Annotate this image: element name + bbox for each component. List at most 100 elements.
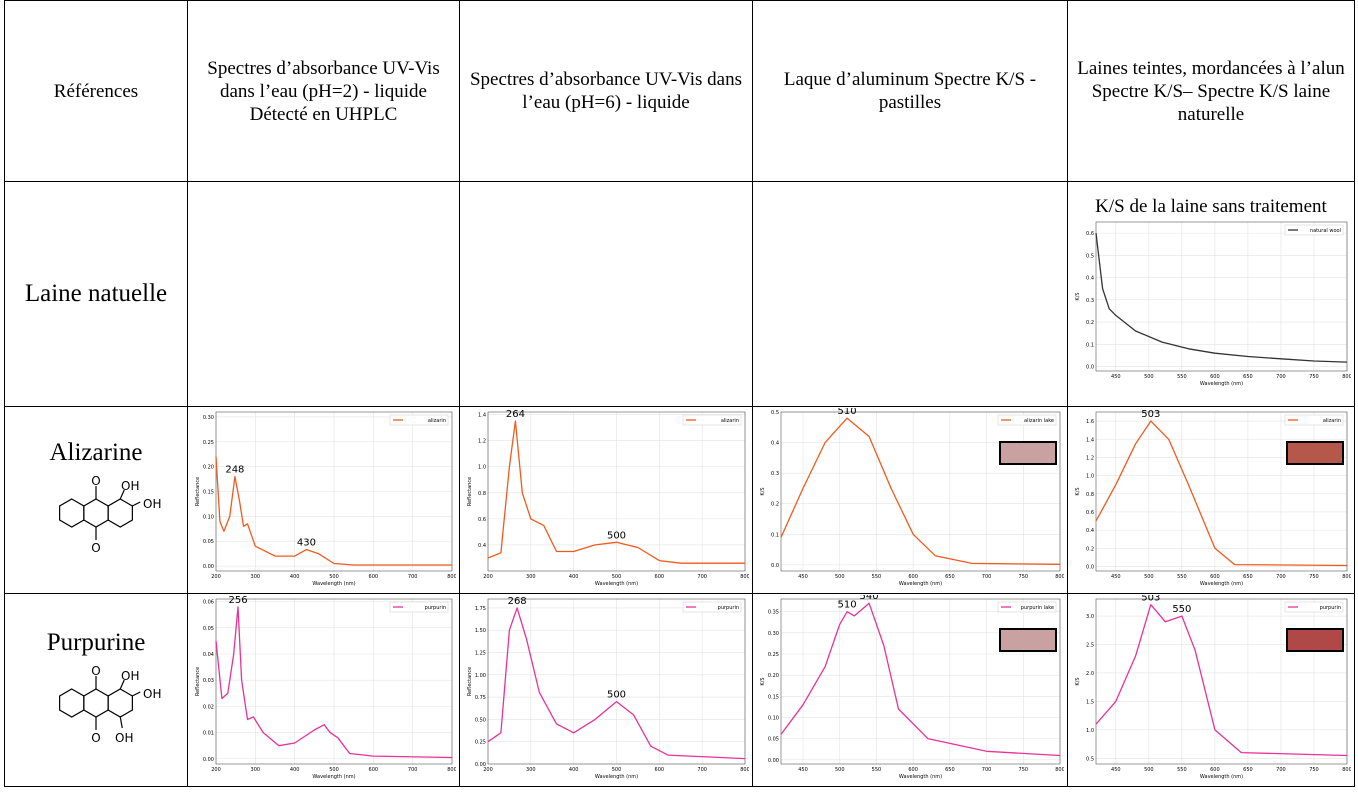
- x-tick-label: 750: [1018, 767, 1028, 773]
- row-label: Laine natuelle: [24, 280, 168, 307]
- x-tick-label: 650: [1243, 767, 1253, 773]
- y-tick-label: 1.6: [1086, 419, 1094, 425]
- x-tick-label: 600: [654, 767, 664, 773]
- spectrum-chart: 0.00 0.01 0.02 0.03 0.04 0.05 0.06 200 300 400 500…: [195, 594, 457, 779]
- y-tick-label: 0.30: [767, 630, 778, 636]
- x-tick-label: 500: [1144, 574, 1154, 580]
- cell: [187, 181, 460, 407]
- x-tick-label: 600: [908, 574, 918, 580]
- ring: [107, 687, 133, 718]
- plot-frame: [780, 598, 1060, 764]
- y-tick-label: 0.3: [1086, 298, 1094, 304]
- header-cell: Laque d’aluminum Spectre K/S - pastilles: [752, 0, 1068, 182]
- y-tick-label: 1.2: [478, 438, 486, 444]
- spectrum-chart: 0.0 0.2 0.4 0.6 0.8 1.0 1.2 1.4 1.6 450 500 550 600 6…: [1075, 409, 1352, 587]
- y-tick-label: 0.4: [771, 440, 779, 446]
- x-tick-label: 600: [368, 767, 378, 773]
- y-tick-label: 2.5: [1086, 642, 1094, 648]
- x-tick-label: 800: [447, 767, 456, 773]
- x-tick-label: 800: [1342, 767, 1351, 773]
- plot-frame: [780, 411, 1060, 571]
- y-tick-label: 0.25: [474, 739, 485, 745]
- atom-label: O: [91, 541, 100, 555]
- x-tick-label: 550: [1177, 767, 1187, 773]
- y-axis-label: K/S: [760, 487, 766, 495]
- legend-label: purpurin lake: [1020, 605, 1053, 611]
- legend: purpurin lake: [997, 601, 1056, 612]
- y-tick-label: 0.0: [1086, 564, 1094, 570]
- y-axis-label: K/S: [1075, 487, 1081, 495]
- ring: [59, 497, 85, 528]
- y-tick-label: 1.0: [478, 464, 486, 470]
- y-tick-label: 0.2: [1086, 320, 1094, 326]
- legend-box: [389, 601, 448, 612]
- legend-label: purpurin: [1319, 605, 1340, 611]
- spectrum-line: [1095, 603, 1347, 756]
- y-tick-label: 0.05: [202, 539, 213, 545]
- y-tick-label: 0.50: [474, 717, 485, 723]
- y-tick-label: 0.06: [202, 599, 213, 605]
- y-tick-label: 0.10: [767, 715, 778, 721]
- peak-label: 540: [859, 595, 878, 602]
- y-tick-label: 0.25: [767, 652, 778, 658]
- peak-label: 503: [1141, 409, 1160, 420]
- legend: alizarin lake: [997, 414, 1056, 425]
- y-tick-label: 0.00: [202, 564, 213, 570]
- atom-label: OH: [115, 731, 133, 745]
- legend-box: [1284, 601, 1343, 612]
- y-tick-label: 0.8: [1086, 491, 1094, 497]
- spectrum-chart: 0.00 0.05 0.10 0.15 0.20 0.25 0.30 200 300 400 500…: [195, 411, 456, 587]
- x-tick-label: 600: [1210, 767, 1220, 773]
- legend-box: [997, 601, 1056, 612]
- atom-label: OH: [121, 479, 139, 493]
- x-tick-label: 300: [250, 574, 260, 580]
- x-tick-label: 600: [1210, 574, 1220, 580]
- x-tick-label: 300: [526, 767, 536, 773]
- legend-label: purpurin: [424, 605, 445, 611]
- spectrum-chart: 0.0 0.1 0.2 0.3 0.4 0.5 0.6 450 500 550 600 650 700 7…: [1075, 221, 1351, 387]
- atom-label: O: [91, 664, 100, 678]
- legend-label: purpurin: [717, 605, 738, 611]
- x-axis-label: Wavelength (nm): [1199, 774, 1242, 780]
- peak-label: 510: [837, 408, 856, 417]
- peak-label: 500: [606, 689, 625, 700]
- x-tick-label: 200: [211, 767, 221, 773]
- y-tick-label: 0.15: [767, 694, 778, 700]
- plot-frame: [1095, 411, 1347, 571]
- x-tick-label: 550: [1177, 574, 1187, 580]
- y-tick-label: 1.4: [1086, 437, 1094, 443]
- x-tick-label: 450: [1111, 374, 1121, 380]
- y-tick-label: 0.04: [202, 652, 213, 658]
- y-tick-label: 1.0: [1086, 473, 1094, 479]
- bond: [119, 716, 123, 728]
- legend-label: natural wool: [1309, 228, 1340, 234]
- x-tick-label: 500: [1144, 767, 1154, 773]
- y-axis-label: Reflectance: [467, 476, 473, 505]
- legend-box: [1284, 414, 1343, 425]
- peak-label: 510: [837, 599, 856, 610]
- ring: [83, 687, 109, 718]
- x-tick-label: 700: [981, 574, 991, 580]
- y-tick-label: 0.00: [474, 762, 485, 768]
- y-tick-label: 0.3: [771, 471, 779, 477]
- ring: [107, 497, 133, 528]
- x-tick-label: 700: [1276, 374, 1286, 380]
- y-tick-label: 0.30: [202, 414, 213, 420]
- legend: purpurin: [1284, 601, 1343, 612]
- y-tick-label: 0.01: [202, 730, 213, 736]
- legend: alizarin: [682, 414, 741, 425]
- x-tick-label: 550: [871, 767, 881, 773]
- x-axis-label: Wavelength (nm): [1199, 581, 1242, 587]
- x-tick-label: 650: [1243, 574, 1253, 580]
- legend: alizarin: [1284, 414, 1343, 425]
- x-tick-label: 400: [568, 574, 578, 580]
- y-tick-label: 0.10: [202, 514, 213, 520]
- x-tick-label: 600: [654, 574, 664, 580]
- y-tick-label: 0.5: [771, 410, 779, 416]
- y-tick-label: 0.4: [478, 542, 486, 548]
- y-tick-label: 0.75: [474, 695, 485, 701]
- y-tick-label: 0.8: [478, 490, 486, 496]
- x-tick-label: 500: [329, 767, 339, 773]
- x-tick-label: 700: [407, 574, 417, 580]
